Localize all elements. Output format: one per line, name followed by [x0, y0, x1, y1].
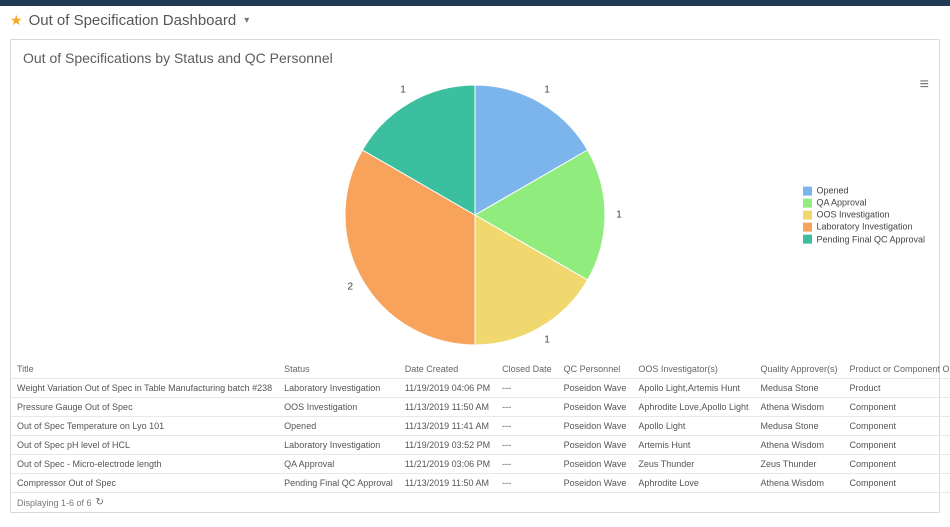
table-column-header[interactable]: Quality Approver(s) [754, 360, 843, 379]
pie-slice-value-label: 2 [348, 282, 354, 293]
out-of-spec-table: TitleStatusDate CreatedClosed DateQC Per… [11, 360, 950, 493]
pie-slice-value-label: 1 [616, 210, 622, 221]
table-column-header[interactable]: OOS Investigator(s) [632, 360, 754, 379]
pie-slice-value-label: 1 [544, 85, 550, 96]
table-cell: Laboratory Investigation [278, 379, 399, 398]
legend-item[interactable]: Opened [803, 185, 925, 197]
page-header: ★ Out of Specification Dashboard ▾ [0, 6, 950, 35]
table-cell: 11/19/2019 04:06 PM [399, 379, 496, 398]
table-row[interactable]: Weight Variation Out of Spec in Table Ma… [11, 379, 950, 398]
table-cell: 11/21/2019 03:06 PM [399, 455, 496, 474]
pagination-text: Displaying 1-6 of 6 [17, 498, 92, 508]
table-cell: Zeus Thunder [632, 455, 754, 474]
table-cell: 11/13/2019 11:50 AM [399, 398, 496, 417]
table-cell: 11/13/2019 11:41 AM [399, 417, 496, 436]
table-cell: Poseidon Wave [558, 398, 633, 417]
legend-label: Pending Final QC Approval [816, 233, 925, 245]
pie-slice-value-label: 1 [400, 85, 406, 96]
table-column-header[interactable]: Title [11, 360, 278, 379]
table-row[interactable]: Pressure Gauge Out of SpecOOS Investigat… [11, 398, 950, 417]
legend-label: QA Approval [816, 197, 866, 209]
table-body: Weight Variation Out of Spec in Table Ma… [11, 379, 950, 493]
table-footer: Displaying 1-6 of 6 [11, 493, 939, 512]
table-cell: Component [844, 474, 950, 493]
table-cell: Poseidon Wave [558, 436, 633, 455]
table-column-header[interactable]: Date Created [399, 360, 496, 379]
table-cell: OOS Investigation [278, 398, 399, 417]
table-column-header[interactable]: Closed Date [496, 360, 558, 379]
table-cell: Poseidon Wave [558, 474, 633, 493]
table-cell: --- [496, 417, 558, 436]
legend-item[interactable]: QA Approval [803, 197, 925, 209]
dashboard-panel: Out of Specifications by Status and QC P… [10, 39, 940, 513]
table-cell: Laboratory Investigation [278, 436, 399, 455]
chart-legend: OpenedQA ApprovalOOS InvestigationLabora… [803, 185, 925, 246]
favorite-star-icon[interactable]: ★ [10, 12, 23, 29]
table-cell: Poseidon Wave [558, 455, 633, 474]
pie-chart [335, 75, 615, 355]
legend-swatch-icon [803, 186, 812, 195]
table-cell: Weight Variation Out of Spec in Table Ma… [11, 379, 278, 398]
legend-label: Opened [816, 185, 848, 197]
table-cell: Opened [278, 417, 399, 436]
table-row[interactable]: Out of Spec - Micro-electrode lengthQA A… [11, 455, 950, 474]
legend-item[interactable]: Laboratory Investigation [803, 221, 925, 233]
table-cell: Aphrodite Love [632, 474, 754, 493]
table-cell: Compressor Out of Spec [11, 474, 278, 493]
pie-slice-value-label: 1 [544, 334, 550, 345]
table-cell: Athena Wisdom [754, 474, 843, 493]
legend-swatch-icon [803, 210, 812, 219]
legend-item[interactable]: Pending Final QC Approval [803, 233, 925, 245]
table-row[interactable]: Compressor Out of SpecPending Final QC A… [11, 474, 950, 493]
table-cell: --- [496, 455, 558, 474]
table-cell: QA Approval [278, 455, 399, 474]
table-cell: Apollo Light [632, 417, 754, 436]
table-cell: --- [496, 379, 558, 398]
table-cell: --- [496, 398, 558, 417]
table-row[interactable]: Out of Spec Temperature on Lyo 101Opened… [11, 417, 950, 436]
table-cell: Component [844, 398, 950, 417]
refresh-icon[interactable] [96, 497, 104, 508]
table-cell: 11/19/2019 03:52 PM [399, 436, 496, 455]
pie-chart-container: ≡ 1 1 1 2 1 OpenedQA ApprovalOOS Investigati… [11, 70, 939, 360]
table-cell: Athena Wisdom [754, 398, 843, 417]
table-cell: Zeus Thunder [754, 455, 843, 474]
table-cell: Component [844, 436, 950, 455]
table-cell: Out of Spec - Micro-electrode length [11, 455, 278, 474]
legend-swatch-icon [803, 198, 812, 207]
table-cell: Out of Spec pH level of HCL [11, 436, 278, 455]
table-cell: Apollo Light,Artemis Hunt [632, 379, 754, 398]
title-dropdown-caret-icon[interactable]: ▾ [244, 15, 249, 26]
table-cell: Aphrodite Love,Apollo Light [632, 398, 754, 417]
chart-hamburger-menu-icon[interactable]: ≡ [920, 76, 929, 94]
table-column-header[interactable]: QC Personnel [558, 360, 633, 379]
table-cell: Out of Spec Temperature on Lyo 101 [11, 417, 278, 436]
table-cell: --- [496, 436, 558, 455]
table-column-header[interactable]: Product or Component Out of Spec? [844, 360, 950, 379]
table-cell: Medusa Stone [754, 379, 843, 398]
table-cell: Component [844, 417, 950, 436]
table-row[interactable]: Out of Spec pH level of HCLLaboratory In… [11, 436, 950, 455]
table-cell: Component [844, 455, 950, 474]
legend-label: OOS Investigation [816, 209, 889, 221]
table-cell: Artemis Hunt [632, 436, 754, 455]
legend-swatch-icon [803, 235, 812, 244]
table-cell: Pressure Gauge Out of Spec [11, 398, 278, 417]
table-cell: Medusa Stone [754, 417, 843, 436]
page-title: Out of Specification Dashboard [29, 12, 237, 29]
table-cell: Poseidon Wave [558, 379, 633, 398]
panel-title: Out of Specifications by Status and QC P… [11, 40, 939, 70]
legend-item[interactable]: OOS Investigation [803, 209, 925, 221]
table-cell: Pending Final QC Approval [278, 474, 399, 493]
legend-label: Laboratory Investigation [816, 221, 912, 233]
table-cell: Poseidon Wave [558, 417, 633, 436]
table-cell: Product [844, 379, 950, 398]
table-column-header[interactable]: Status [278, 360, 399, 379]
table-cell: 11/13/2019 11:50 AM [399, 474, 496, 493]
legend-swatch-icon [803, 223, 812, 232]
table-cell: Athena Wisdom [754, 436, 843, 455]
table-cell: --- [496, 474, 558, 493]
table-header-row: TitleStatusDate CreatedClosed DateQC Per… [11, 360, 950, 379]
